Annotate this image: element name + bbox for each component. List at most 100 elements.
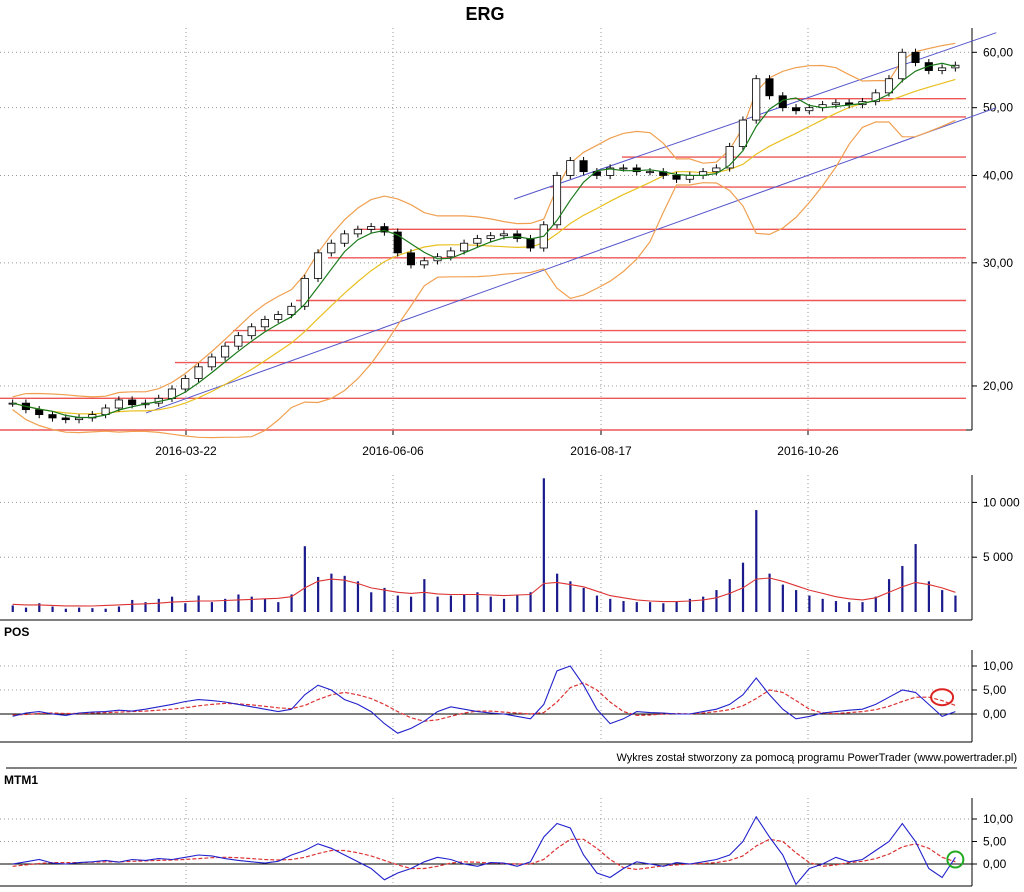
price-y-tick-label: 20,00 [983,379,1013,393]
price-x-tick-label: 2016-06-06 [362,444,424,458]
volume-bar [11,605,14,612]
candle-body [938,67,947,71]
candle-body [579,160,588,173]
volume-bar [170,596,174,612]
mtm-panel-y-tick-label: 10,00 [983,812,1013,826]
volume-bar [728,579,731,612]
candle-body [752,78,761,121]
chart-title: ERG [465,4,504,24]
volume-bar [529,592,532,612]
volume-bar [821,598,824,612]
candle-body [871,92,880,103]
candle-body [353,228,362,235]
candle-body [114,399,123,409]
volume-panel: 5 000 10 000 [0,475,1020,621]
volume-bar [330,573,333,612]
volume-bar [755,510,758,612]
volume-bar [582,587,585,612]
sma-short-line [12,62,956,419]
volume-bar [861,602,864,612]
candle-body [393,231,402,254]
candle-body [712,167,721,173]
candle-body [327,242,336,254]
volume-bar [224,598,227,612]
volume-bar [662,603,665,612]
candle-body [181,378,190,390]
volume-bar [38,603,41,612]
candle-body [300,277,309,307]
candle-body [499,233,508,237]
mtm-panel-highlight-circle [946,850,965,869]
candle-body [446,250,455,258]
candle-body [194,366,203,379]
volume-bar [237,594,240,612]
candle-body [61,417,70,421]
volume-bar [715,590,718,612]
volume-bar [64,608,67,612]
volume-bar [768,573,771,612]
mtm-label: MTM1 [4,773,38,787]
volume-bar [157,598,160,612]
pos-panel-signal-line [12,682,956,722]
pos-panel-y-tick-label: 10,00 [983,659,1013,673]
volume-bar [317,576,320,612]
volume-bar [834,601,838,612]
volume-bar [569,581,572,612]
volume-bar [91,608,94,612]
volume-bar [449,595,453,612]
price-x-tick-label: 2016-08-17 [570,444,632,458]
volume-bar [184,603,187,612]
sma-long-line [12,78,956,415]
candle-body [672,175,681,180]
volume-bar [476,592,479,612]
candle-body [619,167,628,170]
mtm-panel: MTM1 0,00 5,00 10,00 [0,773,1013,887]
volume-bar [396,595,399,612]
candle-body [791,107,801,112]
volume-bar [622,601,625,612]
volume-bar [542,478,545,612]
volume-bar [343,575,346,612]
price-y-tick-label: 40,00 [983,168,1013,182]
volume-bar [914,544,917,612]
pos-panel-highlight-circle [930,688,955,707]
candle-body [645,171,655,174]
volume-bar [290,594,293,612]
volume-bar [635,602,638,612]
volume-bar [887,579,891,612]
credit-text: Wykres został stworzony za pomocą progra… [616,752,1017,764]
candle-body [221,345,230,358]
candle-body [924,62,933,71]
volume-bar [210,602,214,612]
volume-bar [117,606,121,612]
volume-y-tick-label: 5 000 [983,550,1013,564]
candle-body [473,238,482,244]
candle-body [898,51,907,80]
candle-body [234,335,243,347]
candle-body [406,252,416,266]
volume-bar [808,595,811,612]
volume-bar [356,581,360,612]
candle-body [207,356,216,368]
candle-body [48,414,57,419]
volume-bar [595,595,599,612]
candle-body [340,233,349,244]
volume-bar [781,584,784,612]
candle-body [566,160,575,176]
volume-bar [502,598,506,612]
bollinger-lower-line [12,119,956,439]
volume-bar [144,602,147,612]
candle-body [632,167,641,173]
candle-body [738,119,747,147]
candle-body [486,235,495,239]
candle-body [287,305,296,315]
candle-body [805,107,814,112]
candle-body [778,95,787,109]
volume-bar [609,598,612,612]
volume-bar [941,590,944,612]
candle-body [247,326,256,337]
volume-bar [24,607,28,612]
candle-body [367,226,376,230]
price-y-tick-label: 60,00 [983,45,1013,59]
price-panel: 20,00 30,00 40,00 50,00 60,00 2016-03-22 2016-… [0,28,1013,458]
